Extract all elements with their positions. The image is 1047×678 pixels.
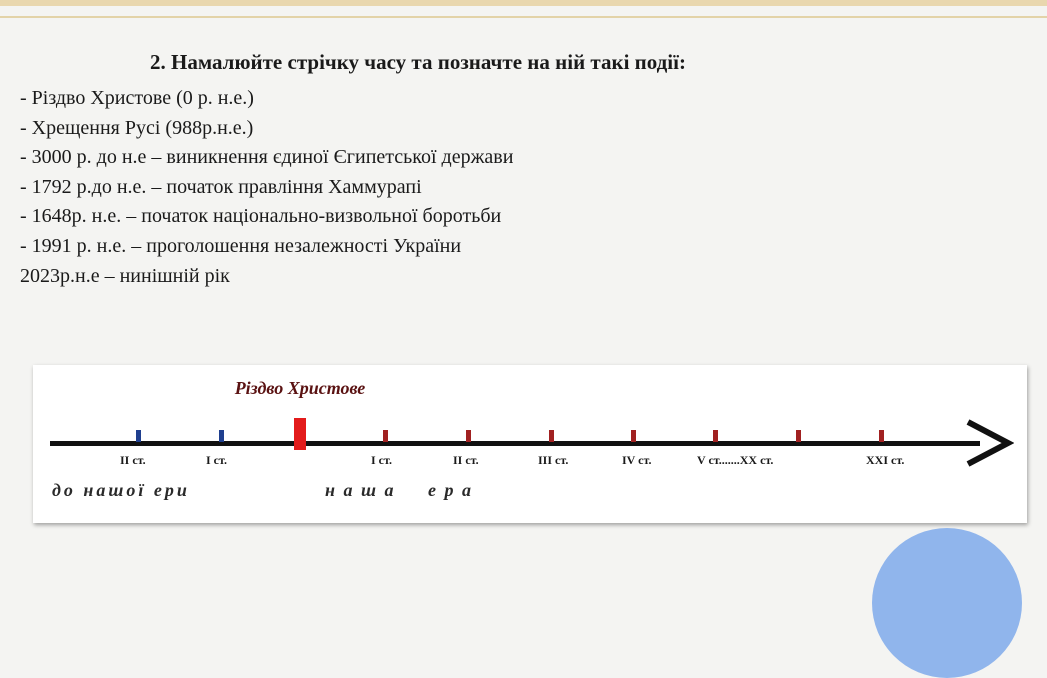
tick-ad-2	[466, 430, 471, 442]
tick-ad-20	[796, 430, 801, 442]
event-item: - 1991 р. н.е. – проголошення незалежнос…	[20, 234, 462, 257]
century-label-ad: І ст.	[371, 453, 392, 467]
tick-bc-1	[219, 430, 224, 442]
event-item: - 3000 р. до н.е – виникнення єдиної Єги…	[20, 146, 514, 169]
tick-ad-3	[549, 430, 554, 442]
tick-bc-2	[136, 430, 141, 442]
arrow-head-icon	[966, 419, 1014, 467]
tick-ad-21	[879, 430, 884, 442]
century-label-ad: ХХІ ст.	[866, 453, 905, 467]
top-divider	[0, 16, 1047, 18]
christmas-marker	[294, 418, 306, 450]
century-label-ad: ІV ст.	[622, 453, 652, 467]
event-item: - 1648р. н.е. – початок національно-визв…	[20, 205, 502, 228]
era-bc-label: до нашої ери	[52, 480, 190, 500]
century-label-ad: V ст.......ХХ ст.	[697, 453, 774, 467]
event-item: - 1792 р.до н.е. – початок правління Хам…	[20, 175, 422, 198]
tick-ad-1	[383, 430, 388, 442]
task-title: 2. Намалюйте стрічку часу та позначте на…	[150, 50, 686, 74]
century-label-bc: ІІ ст.	[120, 453, 146, 467]
century-label-bc: І ст.	[206, 453, 227, 467]
century-label-ad: ІІІ ст.	[538, 453, 569, 467]
event-item: - Хрещення Русі (988р.н.е.)	[20, 116, 254, 139]
decorative-circle	[872, 528, 1022, 678]
events-list: - Різдво Христове (0 р. н.е.) - Хрещення…	[20, 84, 513, 291]
era-ad-label: н а ш а е р а	[325, 480, 473, 500]
event-item: 2023р.н.е – нинішній рік	[20, 264, 230, 287]
christmas-label: Різдво Христове	[234, 378, 366, 398]
top-border	[0, 0, 1047, 6]
event-item: - Різдво Христове (0 р. н.е.)	[20, 87, 254, 109]
tick-ad-4	[631, 430, 636, 442]
timeline-axis	[50, 441, 980, 446]
century-label-ad: ІІ ст.	[453, 453, 479, 467]
tick-ad-5	[713, 430, 718, 442]
